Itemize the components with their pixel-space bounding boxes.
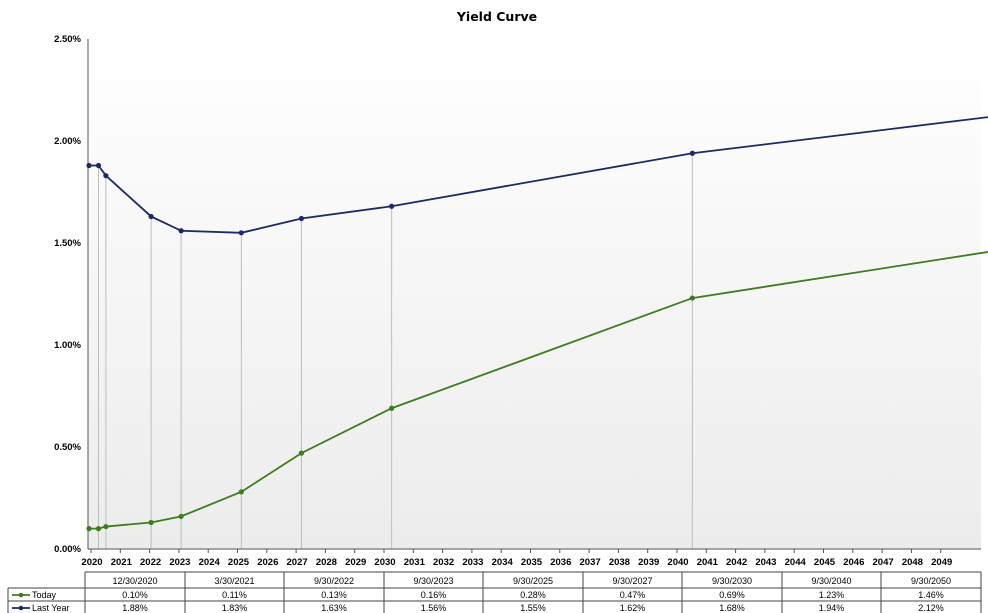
table-cell: 1.55% [520,603,546,613]
series-layer [86,116,988,532]
legend-label: Today [32,590,57,600]
table-cell: 0.28% [520,590,546,600]
x-tick-label: 2039 [638,557,659,568]
data-point [689,295,695,301]
table-cell: 0.69% [719,590,745,600]
table-cell: 0.13% [321,590,347,600]
table-cell: 1.63% [321,603,347,613]
chart-title: Yield Curve [456,9,537,24]
series-line-today [91,251,988,530]
data-point [689,150,695,156]
x-tick-label: 2031 [404,557,426,568]
y-tick-label: 0.50% [54,442,81,453]
plot-area [88,39,981,549]
data-point [389,203,395,209]
x-tick-label: 2026 [257,557,278,568]
x-tick-label: 2036 [550,557,571,568]
x-tick-label: 2024 [199,557,221,568]
table-cell: 0.11% [222,590,247,600]
x-tick-label: 2020 [81,557,102,568]
table-cell: 1.94% [819,603,845,613]
x-tick-label: 2028 [316,557,337,568]
table-cell: 1.68% [719,603,745,613]
table-cell: 1.88% [122,603,148,613]
y-tick-label: 1.00% [54,340,81,351]
x-tick-label: 2043 [755,557,776,568]
x-tick-label: 2025 [228,557,250,568]
y-tick-label: 1.50% [54,238,81,249]
y-tick-label: 0.00% [54,544,81,555]
x-tick-label: 2035 [521,557,543,568]
data-point [148,519,154,526]
data-point [86,526,92,532]
data-point [389,405,395,411]
table-header-date: 9/30/2027 [612,576,652,586]
table-header-date: 12/30/2020 [112,576,157,586]
table-header-date: 9/30/2040 [811,576,851,586]
x-tick-label: 2044 [785,557,807,568]
x-tick-label: 2045 [814,557,836,568]
x-tick-label: 2046 [843,557,864,568]
table-cell: 2.12% [918,603,944,613]
x-tick-label: 2033 [462,557,483,568]
table-header-date: 9/30/2025 [513,576,553,586]
table-cell: 1.56% [421,603,447,613]
data-point [298,215,305,222]
table-header-date: 9/30/2050 [911,576,951,586]
x-tick-label: 2048 [902,557,923,568]
x-tick-label: 2038 [609,557,630,568]
x-tick-label: 2034 [492,557,514,568]
table-cell: 1.83% [222,603,248,613]
table-cell: 1.23% [819,590,845,600]
data-point [86,162,92,169]
data-point [178,228,184,234]
data-point [103,523,109,530]
x-tick-label: 2037 [580,557,601,568]
series-line-last-year [91,116,988,234]
legend-marker [18,605,24,611]
table-cell: 1.62% [620,603,646,613]
data-point [238,230,244,236]
data-point [95,162,102,169]
data-point [298,450,305,456]
table-cell: 0.47% [620,590,646,600]
data-table: 12/30/2020 3/30/2021 9/30/2022 9/30/2023 9/3… [7,571,982,613]
y-tick-label: 2.50% [54,34,81,45]
data-point [103,173,109,179]
table-cell: 0.16% [421,590,447,600]
y-tick-label: 2.00% [54,136,81,147]
table-cell: 1.46% [918,590,944,600]
table-cell: 0.10% [122,590,148,600]
drop-lines [97,153,693,549]
x-tick-label: 2029 [345,557,366,568]
x-tick-label: 2040 [667,557,688,568]
x-tick-label: 2030 [374,557,395,568]
legend-label: Last Year [32,603,70,613]
table-header-date: 9/30/2023 [413,576,453,586]
x-tick-label: 2022 [140,557,161,568]
table-header-date: 3/30/2021 [214,576,254,586]
x-tick-label: 2027 [287,557,308,568]
data-point [148,213,154,220]
table-header-date: 9/30/2022 [314,576,354,586]
legend-marker [18,592,24,598]
y-axis: 0.00% 0.50% 1.00% 1.50% 2.00% 2.50% [54,34,89,555]
x-tick-label: 2021 [111,557,133,568]
x-tick-label: 2041 [697,557,719,568]
x-axis: 2020 2021 2022 2023 2024 2025 2026 2027 2028 2029… [81,548,981,568]
data-point [238,489,244,495]
data-point [178,513,184,519]
x-tick-label: 2042 [726,557,747,568]
x-tick-label: 2023 [169,557,190,568]
data-point [95,526,102,532]
x-tick-label: 2047 [873,557,894,568]
x-tick-label: 2049 [931,557,952,568]
table-header-date: 9/30/2030 [712,576,752,586]
x-tick-label: 2032 [433,557,454,568]
